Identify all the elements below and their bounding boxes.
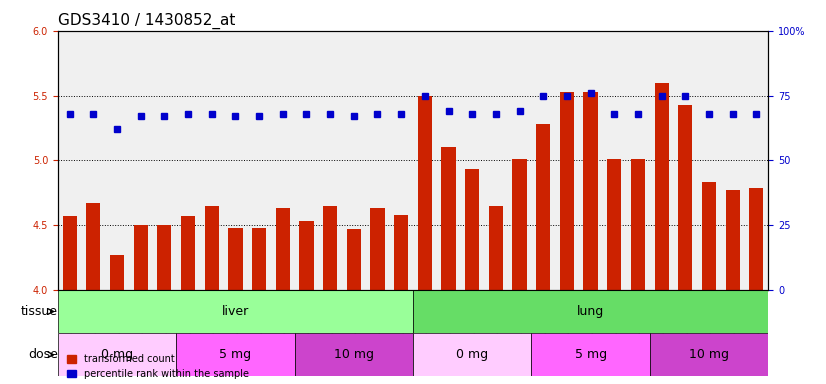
FancyBboxPatch shape xyxy=(176,333,295,376)
Text: 0 mg: 0 mg xyxy=(456,348,488,361)
FancyBboxPatch shape xyxy=(650,333,768,376)
Bar xyxy=(63,216,77,290)
FancyBboxPatch shape xyxy=(413,333,531,376)
Bar xyxy=(252,228,266,290)
Bar xyxy=(489,206,503,290)
Bar xyxy=(418,96,432,290)
Bar xyxy=(678,104,692,290)
Bar xyxy=(560,92,574,290)
Bar xyxy=(86,203,101,290)
Bar xyxy=(134,225,148,290)
FancyBboxPatch shape xyxy=(58,290,413,333)
Text: lung: lung xyxy=(577,305,604,318)
Bar xyxy=(299,221,314,290)
Bar xyxy=(654,83,669,290)
Bar xyxy=(725,190,740,290)
Text: 5 mg: 5 mg xyxy=(220,348,251,361)
Text: 5 mg: 5 mg xyxy=(575,348,606,361)
Bar xyxy=(631,159,645,290)
Bar xyxy=(347,229,361,290)
Bar xyxy=(702,182,716,290)
Bar xyxy=(394,215,408,290)
FancyBboxPatch shape xyxy=(295,333,413,376)
Text: 10 mg: 10 mg xyxy=(689,348,729,361)
Bar xyxy=(181,216,195,290)
Bar xyxy=(583,92,598,290)
Bar xyxy=(323,206,337,290)
Text: tissue: tissue xyxy=(21,305,58,318)
FancyBboxPatch shape xyxy=(531,333,650,376)
Legend: transformed count, percentile rank within the sample: transformed count, percentile rank withi… xyxy=(63,350,253,383)
Bar xyxy=(370,208,385,290)
Bar xyxy=(276,208,290,290)
Bar xyxy=(157,225,172,290)
FancyBboxPatch shape xyxy=(413,290,768,333)
Bar xyxy=(536,124,550,290)
Text: dose: dose xyxy=(28,348,58,361)
Bar xyxy=(749,187,763,290)
Text: GDS3410 / 1430852_at: GDS3410 / 1430852_at xyxy=(58,13,235,29)
Bar xyxy=(465,169,479,290)
FancyBboxPatch shape xyxy=(58,333,176,376)
Bar xyxy=(228,228,243,290)
Text: 0 mg: 0 mg xyxy=(101,348,133,361)
Bar xyxy=(205,206,219,290)
Bar xyxy=(110,255,124,290)
Bar xyxy=(607,159,621,290)
Text: liver: liver xyxy=(222,305,249,318)
Text: 10 mg: 10 mg xyxy=(334,348,374,361)
Bar xyxy=(512,159,527,290)
Bar xyxy=(441,147,456,290)
